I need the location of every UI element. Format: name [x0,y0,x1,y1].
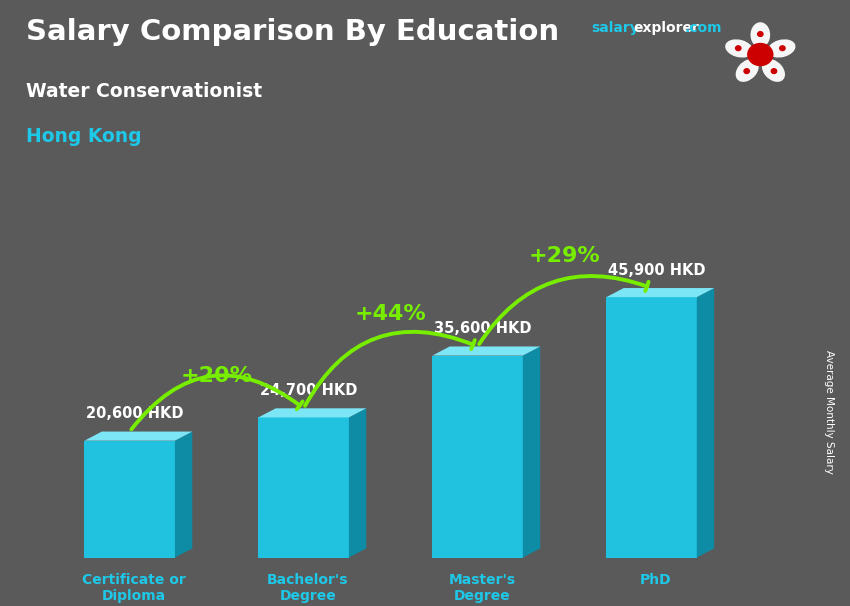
Circle shape [771,68,777,73]
Text: Bachelor's
Degree: Bachelor's Degree [267,573,348,604]
Text: Certificate or
Diploma: Certificate or Diploma [82,573,186,604]
Text: Hong Kong: Hong Kong [26,127,141,146]
Circle shape [757,32,763,36]
Polygon shape [606,297,697,558]
Ellipse shape [751,22,770,47]
Ellipse shape [725,39,753,58]
Ellipse shape [768,39,796,58]
Polygon shape [523,347,541,558]
Text: salary: salary [591,21,638,35]
Polygon shape [348,408,366,558]
Polygon shape [258,418,348,558]
Text: +44%: +44% [354,304,427,324]
Polygon shape [84,431,192,441]
Polygon shape [697,288,714,558]
Polygon shape [84,441,175,558]
Text: .com: .com [684,21,722,35]
Circle shape [748,44,773,65]
Text: 45,900 HKD: 45,900 HKD [608,262,706,278]
Text: Master's
Degree: Master's Degree [448,573,515,604]
Text: 24,700 HKD: 24,700 HKD [260,383,358,398]
Polygon shape [606,288,714,297]
Ellipse shape [762,59,785,82]
Text: +29%: +29% [529,246,600,266]
Text: 20,600 HKD: 20,600 HKD [86,406,184,421]
Text: Water Conservationist: Water Conservationist [26,82,262,101]
Polygon shape [175,431,192,558]
Polygon shape [258,408,366,418]
Polygon shape [433,347,541,356]
Text: PhD: PhD [640,573,672,587]
Circle shape [744,68,750,73]
Circle shape [735,46,741,50]
Text: Average Monthly Salary: Average Monthly Salary [824,350,834,474]
Polygon shape [433,356,523,558]
Ellipse shape [735,59,759,82]
Circle shape [779,46,785,50]
Text: +20%: +20% [181,366,252,386]
Text: 35,600 HKD: 35,600 HKD [434,321,531,336]
Text: Salary Comparison By Education: Salary Comparison By Education [26,18,558,46]
Text: explorer: explorer [633,21,699,35]
